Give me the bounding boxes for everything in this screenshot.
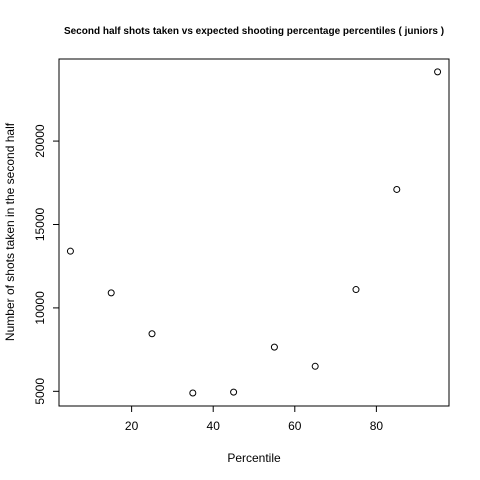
data-point xyxy=(270,343,278,351)
y-axis-label: Number of shots taken in the second half xyxy=(3,122,17,341)
x-tick-label: 60 xyxy=(288,419,302,433)
data-point xyxy=(352,286,360,294)
data-point xyxy=(311,362,319,370)
x-tick-label: 20 xyxy=(125,419,139,433)
data-points xyxy=(66,68,442,397)
data-point xyxy=(393,185,401,193)
y-tick-label: 10000 xyxy=(33,291,47,325)
data-point xyxy=(434,68,442,76)
y-tick-label: 15000 xyxy=(33,207,47,241)
x-tick-label: 40 xyxy=(207,419,221,433)
x-axis-label: Percentile xyxy=(227,451,281,465)
data-point xyxy=(189,389,197,397)
x-axis: 20 40 60 80 xyxy=(125,406,383,433)
x-tick-label: 80 xyxy=(370,419,384,433)
plot-frame xyxy=(58,58,450,407)
y-axis: 5000 10000 15000 20000 xyxy=(33,124,59,405)
data-point xyxy=(230,388,238,396)
y-tick-label: 5000 xyxy=(33,378,47,405)
data-point xyxy=(148,330,156,338)
y-tick-label: 20000 xyxy=(33,124,47,158)
data-point xyxy=(107,289,115,297)
chart-title: Second half shots taken vs expected shoo… xyxy=(64,26,444,37)
data-point xyxy=(66,247,74,255)
